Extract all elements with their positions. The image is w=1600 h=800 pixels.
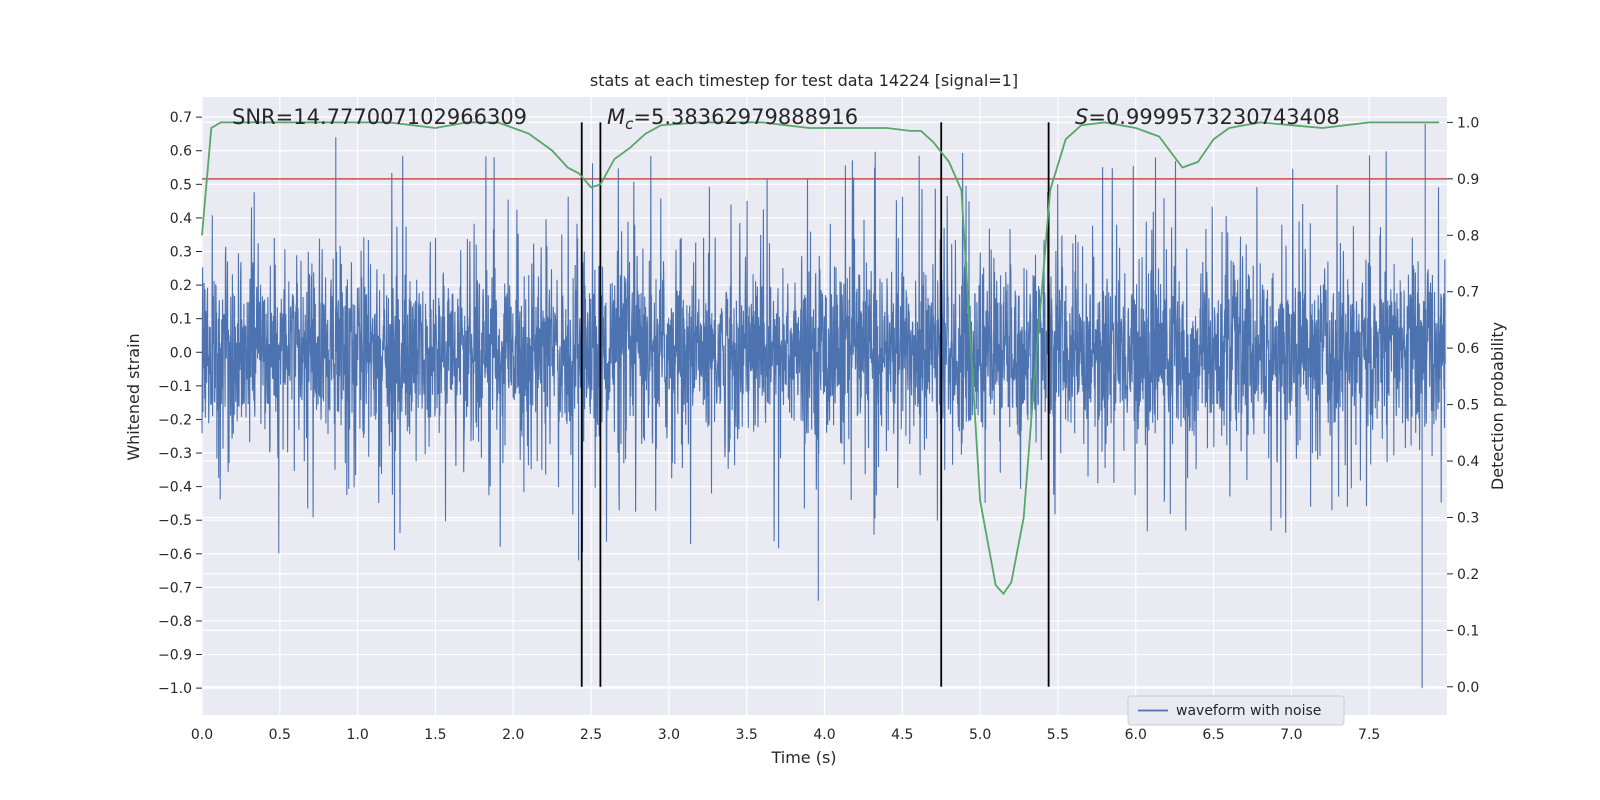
y2-tick-label: 0.0 <box>1457 680 1479 696</box>
x-axis-label: Time (s) <box>770 748 836 767</box>
x-tick-label: 4.0 <box>813 727 835 743</box>
y-tick-label: −0.8 <box>158 614 192 630</box>
x-tick-label: 7.0 <box>1280 727 1302 743</box>
x-tick-label: 6.5 <box>1202 727 1224 743</box>
y2-tick-label: 1.0 <box>1457 115 1479 131</box>
y-tick-label: −0.1 <box>158 379 192 395</box>
y-tick-label: 0.5 <box>170 177 192 193</box>
s-symbol: S <box>1075 105 1088 129</box>
y-tick-label: 0.1 <box>170 312 192 328</box>
x-tick-label: 4.5 <box>891 727 913 743</box>
y-tick-label: −1.0 <box>158 681 192 697</box>
series-waveform-with-noise <box>201 123 1446 689</box>
y2-tick-label: 0.4 <box>1457 454 1479 470</box>
x-tick-label: 6.0 <box>1125 727 1147 743</box>
y-tick-label: 0.3 <box>170 245 192 261</box>
y2-tick-label: 0.1 <box>1457 623 1479 639</box>
series-detection-probability <box>201 121 1440 596</box>
x-tick-label: 1.5 <box>424 727 446 743</box>
y-axis-label: Whitened strain <box>124 333 143 460</box>
y2-tick-label: 0.8 <box>1457 228 1479 244</box>
y-tick-label: −0.3 <box>158 446 192 462</box>
x-tick-label: 5.0 <box>969 727 991 743</box>
chart-title: stats at each timestep for test data 142… <box>590 71 1018 90</box>
y-tick-label: 0.0 <box>170 345 192 361</box>
y-tick-label: −0.6 <box>158 547 192 563</box>
x-tick-label: 0.5 <box>269 727 291 743</box>
snr-annotation: SNR=14.777007102966309 <box>232 105 527 129</box>
legend: waveform with noise <box>1127 695 1345 726</box>
y-tick-label: 0.7 <box>170 110 192 126</box>
chirp-mass-subscript: c <box>625 115 634 133</box>
s-value: =0.9999573230743408 <box>1088 105 1339 129</box>
y-tick-label: 0.6 <box>170 144 192 160</box>
y-tick-label: −0.2 <box>158 412 192 428</box>
y-tick-label: −0.4 <box>158 480 192 496</box>
y-tick-label: −0.7 <box>158 580 192 596</box>
y2-tick-label: 0.6 <box>1457 341 1479 357</box>
chirp-mass-value: =5.38362979888916 <box>633 105 858 129</box>
y-tick-label: 0.2 <box>170 278 192 294</box>
x-tick-label: 5.5 <box>1047 727 1069 743</box>
x-tick-label: 3.5 <box>736 727 758 743</box>
x-tick-label: 2.5 <box>580 727 602 743</box>
x-tick-labels: 0.0 0.5 1.0 1.5 2.0 2.5 3.0 3.5 4.0 4.5 5.0 5.5 6.0 6… <box>191 727 1380 743</box>
y2-tick-label: 0.9 <box>1457 172 1479 188</box>
chirp-mass-annotation: Mc=5.38362979888916 <box>607 105 858 133</box>
y2-tick-label: 0.2 <box>1457 567 1479 583</box>
legend-label-waveform: waveform with noise <box>1176 703 1321 719</box>
y-tick-labels: 0.7 0.6 0.5 0.4 0.3 0.2 0.1 0.0 −0.1 −0.2 −0.3 −0.4… <box>158 110 192 697</box>
y2-tick-labels: 1.0 0.9 0.8 0.7 0.6 0.5 0.4 0.3 0.2 0.1 0.0 <box>1457 115 1479 695</box>
x-tick-label: 3.0 <box>658 727 680 743</box>
x-tick-label: 0.0 <box>191 727 213 743</box>
y-tick-label: 0.4 <box>170 211 192 227</box>
s-annotation: S=0.9999573230743408 <box>1075 105 1340 129</box>
x-tick-label: 1.0 <box>346 727 368 743</box>
chirp-mass-symbol: M <box>607 105 625 129</box>
legend-box <box>1127 695 1345 726</box>
y2-axis-label: Detection probability <box>1488 322 1507 490</box>
x-tick-label: 2.0 <box>502 727 524 743</box>
x-tick-label: 7.5 <box>1358 727 1380 743</box>
y-tick-label: −0.9 <box>158 648 192 664</box>
y2-tick-label: 0.3 <box>1457 510 1479 526</box>
y-tick-label: −0.5 <box>158 513 192 529</box>
y2-tick-label: 0.7 <box>1457 285 1479 301</box>
y2-tick-label: 0.5 <box>1457 398 1479 414</box>
